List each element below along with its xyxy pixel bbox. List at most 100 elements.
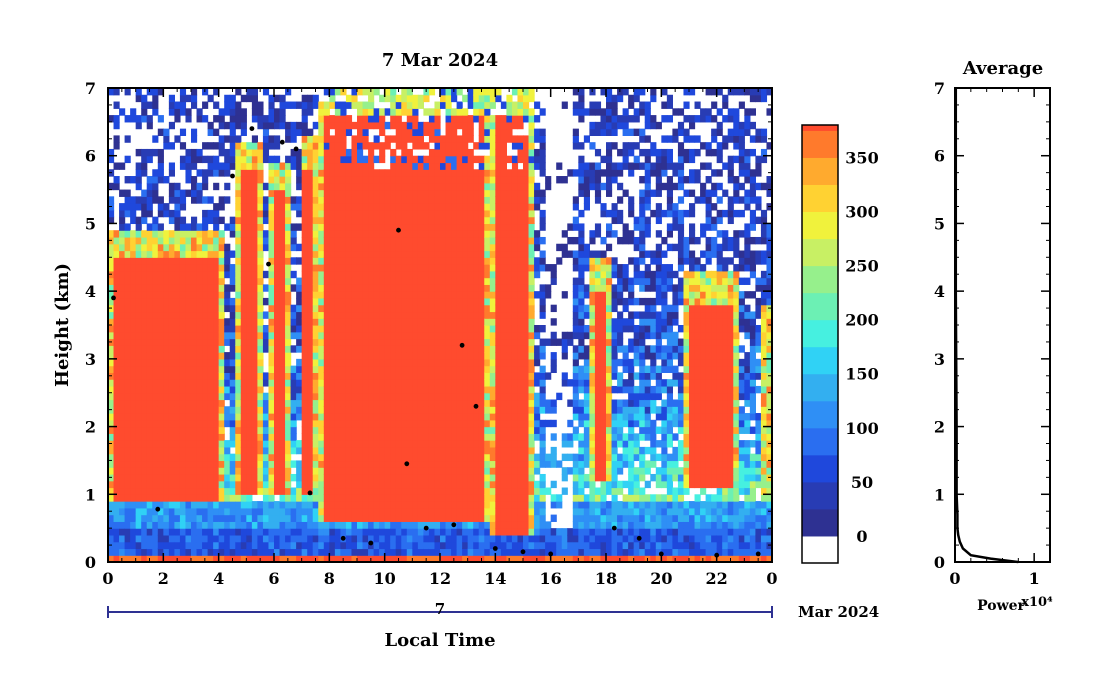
heatmap-cell <box>423 385 430 394</box>
heatmap-cell <box>119 257 126 265</box>
heatmap-cell <box>124 514 131 522</box>
heatmap-cell <box>218 494 225 502</box>
heatmap-cell <box>345 534 353 543</box>
heatmap-cell <box>329 182 336 191</box>
heatmap-cell <box>445 419 452 428</box>
heatmap-cell <box>412 277 419 285</box>
heatmap-cell <box>246 467 253 475</box>
heatmap-cell <box>279 297 286 306</box>
heatmap-cell <box>124 372 131 380</box>
heatmap-cell <box>312 331 319 340</box>
heatmap-cell <box>440 88 447 96</box>
heatmap-cell <box>251 169 258 177</box>
heatmap-cell <box>318 230 325 238</box>
heatmap-cell <box>224 419 231 428</box>
heatmap-cell <box>467 365 474 373</box>
heatmap-cell <box>506 182 513 191</box>
heatmap-cell <box>445 223 452 231</box>
heatmap-cell <box>451 494 458 502</box>
heatmap-cell <box>240 216 247 225</box>
heatmap-cell <box>528 433 535 441</box>
heatmap-cell <box>489 385 496 394</box>
heatmap-cell <box>484 453 491 462</box>
heatmap-cell <box>351 311 358 319</box>
heatmap-cell <box>251 406 258 414</box>
heatmap-cell <box>251 501 258 509</box>
heatmap-cell <box>523 345 530 353</box>
heatmap-cell <box>500 270 507 279</box>
heatmap-cell <box>301 196 308 204</box>
heatmap-cell <box>362 426 369 434</box>
heatmap-cell <box>368 514 375 522</box>
heatmap-cell <box>334 385 341 394</box>
heatmap-cell <box>467 270 474 279</box>
heatmap-cell <box>119 372 126 380</box>
heatmap-cell <box>384 189 391 197</box>
heatmap-cell <box>157 467 164 475</box>
heatmap-cell <box>174 548 181 556</box>
heatmap-cell <box>318 176 325 184</box>
heatmap-cell <box>528 365 535 373</box>
heatmap-cell <box>279 487 286 495</box>
heatmap-cell <box>528 121 535 130</box>
heatmap-cell <box>307 169 314 177</box>
heatmap-cell <box>523 270 530 279</box>
heatmap-cell <box>395 304 402 313</box>
heatmap-cell <box>202 406 209 414</box>
heatmap-cell <box>528 528 535 536</box>
heatmap-cell <box>351 345 358 353</box>
heatmap-cell <box>218 297 225 306</box>
heatmap-cell <box>484 236 491 245</box>
heatmap-cell <box>157 372 164 380</box>
heatmap-cell <box>285 487 292 495</box>
heatmap-cell <box>401 264 408 272</box>
heatmap-cell <box>196 413 203 421</box>
heatmap-cell <box>240 291 247 299</box>
heatmap-cell <box>473 176 480 184</box>
heatmap-cell <box>467 480 474 489</box>
heatmap-cell <box>395 473 402 482</box>
heatmap-cell <box>196 270 203 279</box>
heatmap-cell <box>174 291 181 299</box>
heatmap-cell <box>456 541 463 550</box>
heatmap-cell <box>268 325 275 333</box>
heatmap-cell <box>329 304 336 313</box>
heatmap-cell <box>423 338 430 346</box>
heatmap-cell <box>290 196 297 204</box>
heatmap-cell <box>268 331 275 340</box>
heatmap-cell <box>196 440 203 448</box>
heatmap-cell <box>440 501 447 509</box>
heatmap-cell <box>141 548 148 556</box>
heatmap-cell <box>357 453 364 462</box>
heatmap-cell <box>373 352 380 360</box>
heatmap-cell <box>395 115 402 123</box>
heatmap-cell <box>445 358 452 367</box>
heatmap-cell <box>202 534 209 543</box>
heatmap-cell <box>224 413 231 421</box>
heatmap-cell <box>124 352 131 360</box>
heatmap-cell <box>506 318 513 326</box>
heatmap-cell <box>257 406 264 414</box>
heatmap-cell <box>185 115 192 123</box>
heatmap-cell <box>130 501 137 509</box>
heatmap-cell <box>329 142 336 150</box>
heatmap-cell <box>235 148 242 157</box>
heatmap-cell <box>528 196 535 204</box>
heatmap-cell <box>218 548 225 556</box>
heatmap-cell <box>423 304 430 313</box>
heatmap-cell <box>301 270 308 279</box>
heatmap-cell <box>445 487 452 495</box>
heatmap-cell <box>401 473 408 482</box>
heatmap-cell <box>130 453 137 462</box>
heatmap-cell <box>412 473 419 482</box>
heatmap-cell <box>506 440 513 448</box>
heatmap-cell <box>406 189 413 197</box>
heatmap-cell <box>146 291 153 299</box>
heatmap-cell <box>246 291 253 299</box>
heatmap-cell <box>146 264 153 272</box>
heatmap-cell <box>417 480 424 489</box>
heatmap-cell <box>495 155 502 164</box>
heatmap-cell <box>240 155 247 164</box>
heatmap-cell <box>157 230 164 238</box>
heatmap-cell <box>285 501 292 509</box>
